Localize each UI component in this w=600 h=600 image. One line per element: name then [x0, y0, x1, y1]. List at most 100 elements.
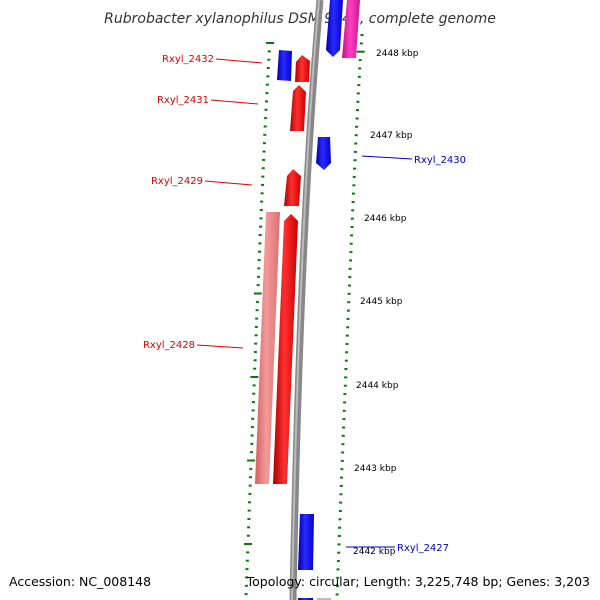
tick-mark	[252, 392, 256, 395]
tick-mark	[266, 42, 274, 44]
tick-mark	[258, 234, 262, 236]
tick-mark	[255, 300, 259, 303]
tick-mark	[262, 150, 266, 153]
tick-mark	[255, 317, 259, 320]
gene-label-rxyl-2429[interactable]: Rxyl_2429	[151, 176, 203, 187]
tick-mark	[352, 192, 355, 195]
tick-mark	[350, 234, 354, 237]
tick-mark	[356, 109, 359, 112]
tick-mark	[250, 376, 259, 378]
scale-label-2444: 2444 kbp	[356, 381, 399, 391]
tick-mark	[247, 518, 251, 520]
gene-label-rxyl-2431[interactable]: Rxyl_2431	[157, 95, 209, 106]
tick-mark	[359, 42, 363, 45]
tick-mark	[257, 267, 261, 270]
tick-mark	[335, 585, 339, 588]
tick-mark	[356, 92, 360, 95]
tick-mark	[342, 409, 346, 412]
tick-mark	[346, 326, 350, 329]
tick-mark	[263, 125, 267, 128]
tick-mark	[339, 484, 343, 487]
scale-label-2446: 2446 kbp	[364, 214, 407, 224]
tick-mark	[358, 67, 362, 70]
tick-mark	[251, 401, 255, 404]
tick-mark	[349, 242, 353, 245]
tick-mark	[360, 34, 364, 36]
tick-mark	[357, 84, 361, 87]
topology-text: Topology: circular; Length: 3,225,748 bp…	[246, 574, 590, 589]
tick-mark	[261, 183, 264, 186]
tick-mark	[336, 576, 340, 579]
gene-rxyl-2432[interactable]	[295, 55, 310, 82]
tick-mark	[343, 401, 347, 404]
gene-label-rxyl-2432[interactable]: Rxyl_2432	[162, 54, 214, 65]
gene-label-rxyl-2428[interactable]: Rxyl_2428	[143, 340, 195, 351]
gene-rxyl-2428[interactable]	[273, 214, 298, 484]
gene-label-rxyl-2430[interactable]: Rxyl_2430	[414, 155, 466, 166]
tick-mark	[347, 292, 351, 295]
tick-mark	[351, 201, 355, 203]
tick-mark	[246, 534, 250, 537]
tick-mark	[246, 551, 250, 554]
tick-mark	[336, 560, 340, 563]
genome-backbone	[289, 0, 324, 600]
scale-label-2445: 2445 kbp	[360, 297, 403, 307]
tick-mark	[250, 434, 254, 437]
tick-mark	[347, 284, 351, 287]
tick-mark	[255, 309, 259, 312]
scale-label-2443: 2443 kbp	[354, 464, 397, 474]
tick-mark	[342, 418, 346, 421]
tick-mark	[245, 559, 249, 562]
scale-label-2448: 2448 kbp	[376, 49, 419, 59]
tick-mark	[356, 50, 365, 53]
tick-mark	[266, 75, 270, 78]
tick-mark	[264, 108, 268, 111]
tick-mark	[253, 292, 262, 295]
tick-mark	[260, 200, 264, 203]
gene-label-rxyl-2427[interactable]: Rxyl_2427	[397, 543, 449, 554]
tick-mark	[343, 393, 347, 396]
tick-mark	[339, 501, 343, 504]
genome-backbone-highlight	[291, 0, 320, 600]
tick-mark	[250, 442, 254, 445]
tick-mark	[338, 510, 342, 512]
tick-mark	[345, 351, 349, 354]
gene-rxyl-2427[interactable]	[298, 514, 314, 570]
gene-rna-top[interactable]	[342, 0, 360, 58]
tick-mark	[266, 67, 270, 69]
leader-line-rxyl-2429	[204, 180, 253, 186]
tick-mark	[265, 100, 268, 103]
gene-rxyl-2431[interactable]	[290, 85, 306, 131]
tick-mark	[345, 334, 349, 337]
tick-mark	[340, 468, 344, 471]
tick-mark	[358, 59, 362, 62]
tick-mark	[248, 492, 252, 495]
gene-rxyl-2428-pseudo[interactable]	[255, 212, 280, 484]
tick-mark	[352, 184, 356, 187]
tick-mark	[267, 50, 271, 53]
tick-mark	[267, 58, 271, 61]
tick-mark	[247, 509, 251, 512]
tick-mark	[356, 100, 360, 103]
gene-rxyl-2430[interactable]	[316, 137, 331, 170]
tick-mark	[254, 334, 258, 337]
tick-mark	[342, 426, 346, 429]
tick-mark	[256, 284, 260, 287]
gene-rxyl-2433[interactable]	[277, 50, 292, 81]
tick-mark	[251, 409, 255, 412]
scale-label-2447: 2447 kbp	[370, 131, 413, 141]
tick-mark	[348, 276, 352, 279]
tick-mark	[262, 142, 266, 145]
tick-mark	[344, 368, 348, 370]
tick-mark	[350, 226, 354, 228]
gene-grey-bottom[interactable]	[317, 598, 331, 600]
tick-mark	[245, 568, 249, 571]
tick-mark	[259, 209, 263, 211]
tick-mark	[253, 359, 257, 362]
tick-mark	[354, 134, 358, 137]
tick-mark	[257, 259, 261, 262]
gene-rxyl-2429[interactable]	[284, 169, 301, 206]
tick-mark	[261, 175, 265, 178]
tick-mark	[244, 543, 252, 545]
gene-blue-top[interactable]	[326, 0, 343, 57]
